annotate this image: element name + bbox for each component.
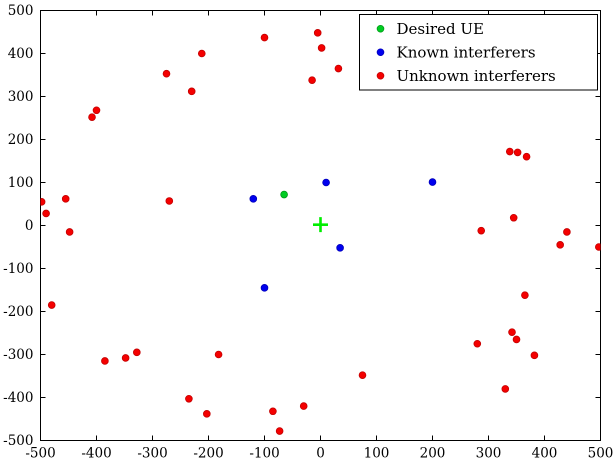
scatter-point <box>269 407 277 416</box>
scatter-point <box>428 178 437 186</box>
x-tick-label: 300 <box>476 446 502 462</box>
scatter-point <box>336 244 344 252</box>
y-tick-label: 200 <box>8 132 34 148</box>
x-tick-label: 100 <box>364 446 390 462</box>
legend-marker <box>376 48 385 57</box>
scatter-point <box>513 148 522 157</box>
scatter-point <box>165 197 174 205</box>
scatter-point <box>65 228 74 236</box>
scatter-point <box>530 351 539 360</box>
scatter-point <box>563 228 571 236</box>
x-tick-label: 0 <box>316 446 325 462</box>
scatter-point <box>101 357 109 365</box>
scatter-point <box>42 209 50 218</box>
x-tick-label: -100 <box>249 446 279 462</box>
y-tick-label: 100 <box>8 175 34 191</box>
scatter-point <box>197 49 206 58</box>
x-tick-label: 200 <box>420 446 446 462</box>
y-tick-label: 300 <box>8 89 34 105</box>
scatter-point <box>509 213 518 222</box>
scatter-point <box>512 335 521 344</box>
scatter-point <box>522 152 531 161</box>
scatter-point <box>299 402 308 410</box>
y-tick-label: 400 <box>8 46 34 62</box>
scatter-point <box>317 44 326 52</box>
y-tick-label: 500 <box>8 3 34 19</box>
x-tick-label: -400 <box>81 446 111 462</box>
scatter-point <box>501 385 510 393</box>
legend-box <box>359 14 598 91</box>
scatter-point <box>358 371 367 379</box>
scatter-point <box>322 178 330 187</box>
scatter-point <box>40 198 46 206</box>
x-tick-label: -200 <box>193 446 223 462</box>
scatter-point <box>260 33 269 42</box>
x-tick-label: -300 <box>137 446 167 462</box>
scatter-point <box>203 410 211 418</box>
scatter-point <box>473 339 482 348</box>
y-tick-label: -400 <box>3 390 33 406</box>
y-tick-label: -100 <box>3 261 33 277</box>
legend-marker <box>376 24 385 33</box>
scatter-point <box>92 106 101 115</box>
y-tick-label: 0 <box>25 218 34 234</box>
scatter-point <box>260 284 269 292</box>
scatter-point <box>214 350 223 359</box>
legend-marker <box>376 71 385 80</box>
scatter-point <box>508 328 516 336</box>
data-points-layer <box>40 29 601 435</box>
scatter-point <box>249 195 258 203</box>
x-tick-label: -500 <box>25 446 55 462</box>
scatter-point <box>477 226 486 235</box>
scatter-point <box>185 394 193 403</box>
scatter-point <box>521 291 529 299</box>
origin-plus-marker <box>313 217 328 233</box>
y-tick-label: -200 <box>3 304 33 320</box>
scatter-point <box>275 427 284 435</box>
y-tick-label: -500 <box>3 433 33 449</box>
scatter-point <box>88 113 96 121</box>
scatter-point <box>313 29 322 37</box>
scatter-point <box>187 87 196 96</box>
scatter-point <box>556 241 564 249</box>
scatter-point <box>162 69 171 78</box>
legend-label: Known interferers <box>397 43 536 61</box>
scatter-point <box>61 195 70 203</box>
scatter-point <box>280 190 288 199</box>
scatter-point <box>595 243 601 251</box>
scatter-point <box>505 147 514 156</box>
y-tick-label: -300 <box>3 347 33 363</box>
x-tick-label: 400 <box>532 446 558 462</box>
x-tick-label: 500 <box>588 446 614 462</box>
scatter-point <box>121 354 130 362</box>
legend-label: Unknown interferers <box>397 67 556 85</box>
scatter-point <box>47 301 56 309</box>
scatter-point <box>133 348 141 357</box>
scatter-point <box>334 64 343 73</box>
scatter-point <box>308 76 316 84</box>
legend-label: Desired UE <box>397 20 484 38</box>
